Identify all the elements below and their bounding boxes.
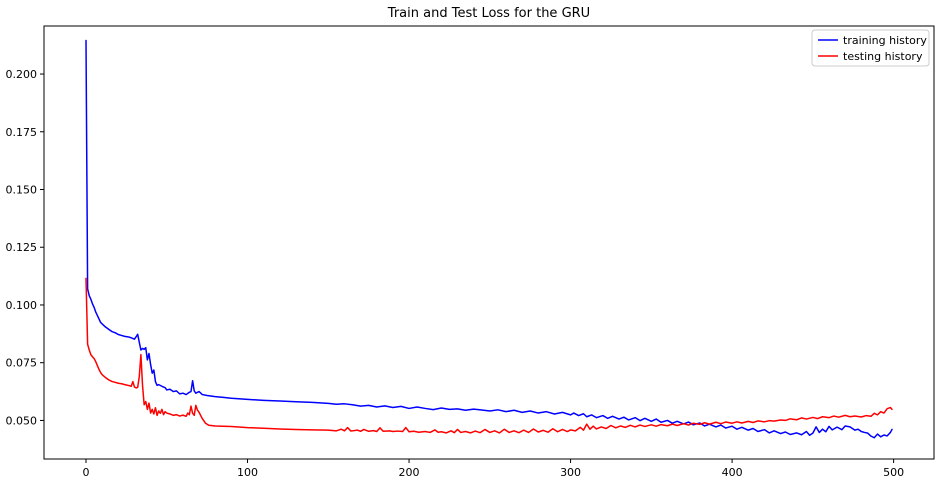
- y-tick-label: 0.125: [6, 241, 38, 254]
- legend: training history testing history: [811, 29, 930, 67]
- chart-title: Train and Test Loss for the GRU: [387, 6, 590, 21]
- x-tick-label: 300: [560, 466, 581, 479]
- x-tick-label: 100: [237, 466, 258, 479]
- y-tick-label: 0.100: [6, 299, 38, 312]
- legend-box: [811, 29, 930, 67]
- legend-label-testing-history: testing history: [843, 50, 923, 63]
- series-line-training-history: [85, 39, 893, 439]
- x-axis: 0 100 200 300 400 500: [82, 459, 904, 479]
- y-tick-label: 0.150: [6, 184, 38, 197]
- y-axis: 0.050 0.075 0.100 0.125 0.150 0.175 0.200: [6, 68, 44, 427]
- y-tick-label: 0.200: [6, 68, 38, 81]
- x-tick-label: 500: [883, 466, 904, 479]
- legend-label-training-history: training history: [843, 34, 927, 47]
- y-tick-label: 0.175: [6, 126, 38, 139]
- plot-area-frame: [43, 25, 935, 460]
- x-tick-label: 0: [82, 466, 89, 479]
- x-tick-label: 200: [399, 466, 420, 479]
- y-tick-label: 0.075: [6, 357, 38, 370]
- y-tick-label: 0.050: [6, 414, 38, 427]
- x-tick-label: 400: [722, 466, 743, 479]
- series-lines: [85, 39, 893, 439]
- series-line-testing-history: [85, 277, 893, 434]
